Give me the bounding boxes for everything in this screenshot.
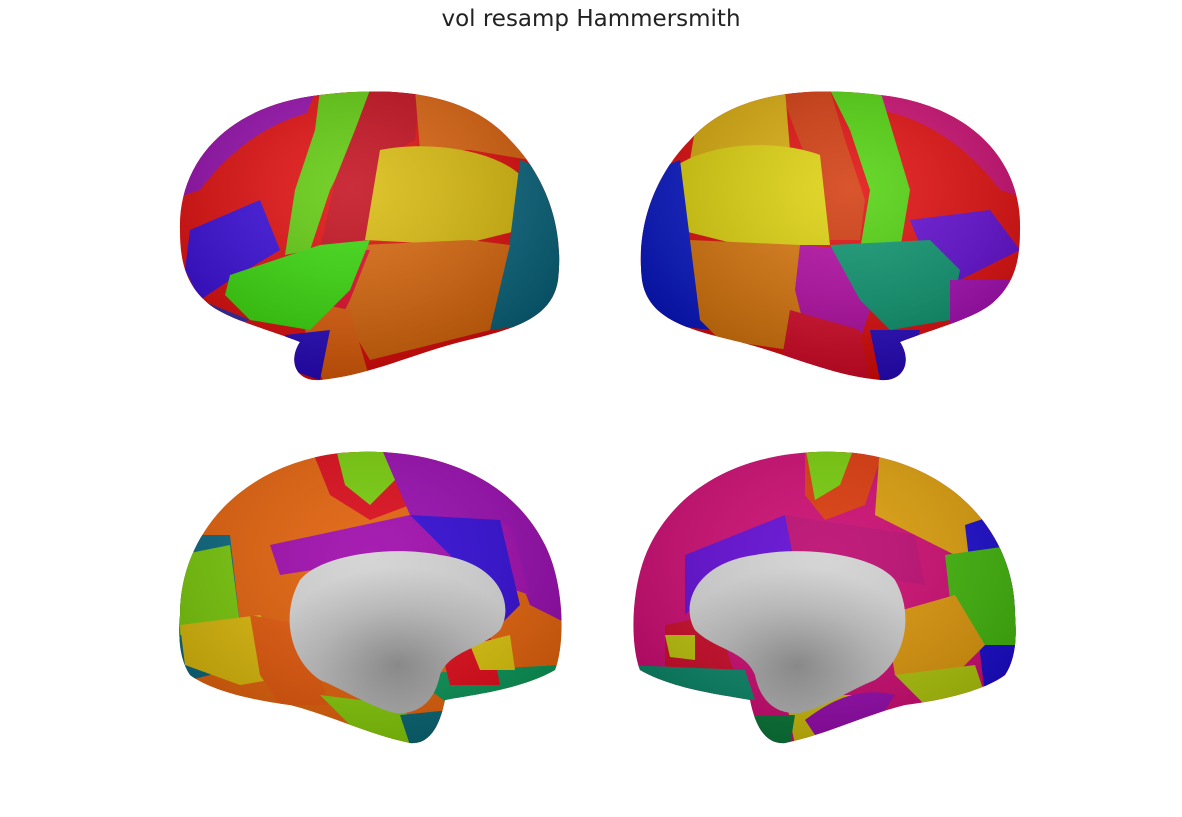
left-medial-view bbox=[170, 445, 570, 755]
right-lateral-view bbox=[630, 80, 1030, 390]
left-lateral-view bbox=[170, 80, 570, 390]
right-medial-view bbox=[625, 445, 1025, 755]
figure-title: vol resamp Hammersmith bbox=[441, 6, 741, 32]
